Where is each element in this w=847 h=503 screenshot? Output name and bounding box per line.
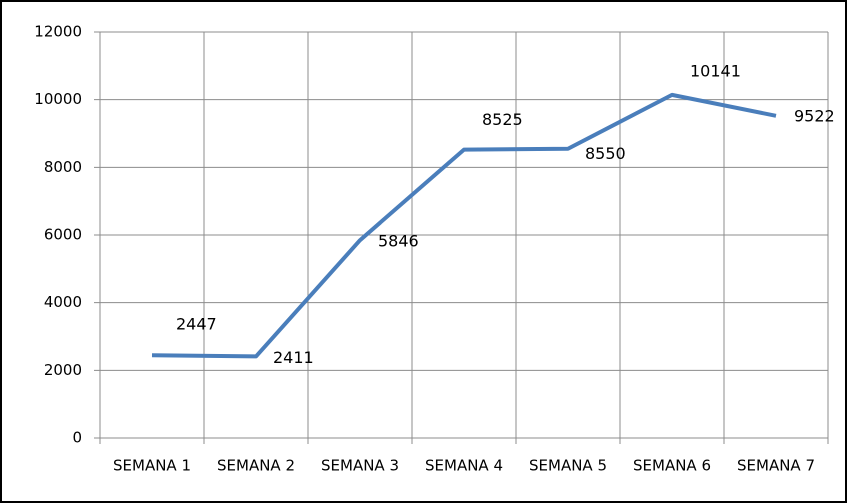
x-tick-label: SEMANA 7 [737, 457, 815, 475]
data-label: 8525 [482, 110, 523, 129]
x-tick-label: SEMANA 5 [529, 457, 607, 475]
x-tick-label: SEMANA 6 [633, 457, 711, 475]
data-label: 2411 [273, 348, 314, 367]
y-tick-label: 10000 [34, 90, 82, 108]
y-tick-label: 4000 [44, 293, 82, 311]
y-tick-label: 0 [72, 429, 82, 447]
y-tick-label: 2000 [44, 361, 82, 379]
x-tick-label: SEMANA 4 [425, 457, 503, 475]
y-tick-label: 6000 [44, 226, 82, 244]
data-label: 8550 [585, 144, 626, 163]
data-label: 10141 [690, 61, 741, 80]
line-series [151, 92, 777, 359]
data-label: 2447 [176, 315, 217, 334]
x-tick-label: SEMANA 1 [113, 457, 191, 475]
y-tick-label: 8000 [44, 158, 82, 176]
data-label: 9522 [794, 106, 835, 125]
y-tick-label: 12000 [34, 23, 82, 41]
x-tick-label: SEMANA 2 [217, 457, 295, 475]
data-label: 5846 [378, 232, 419, 251]
x-tick-label: SEMANA 3 [321, 457, 399, 475]
